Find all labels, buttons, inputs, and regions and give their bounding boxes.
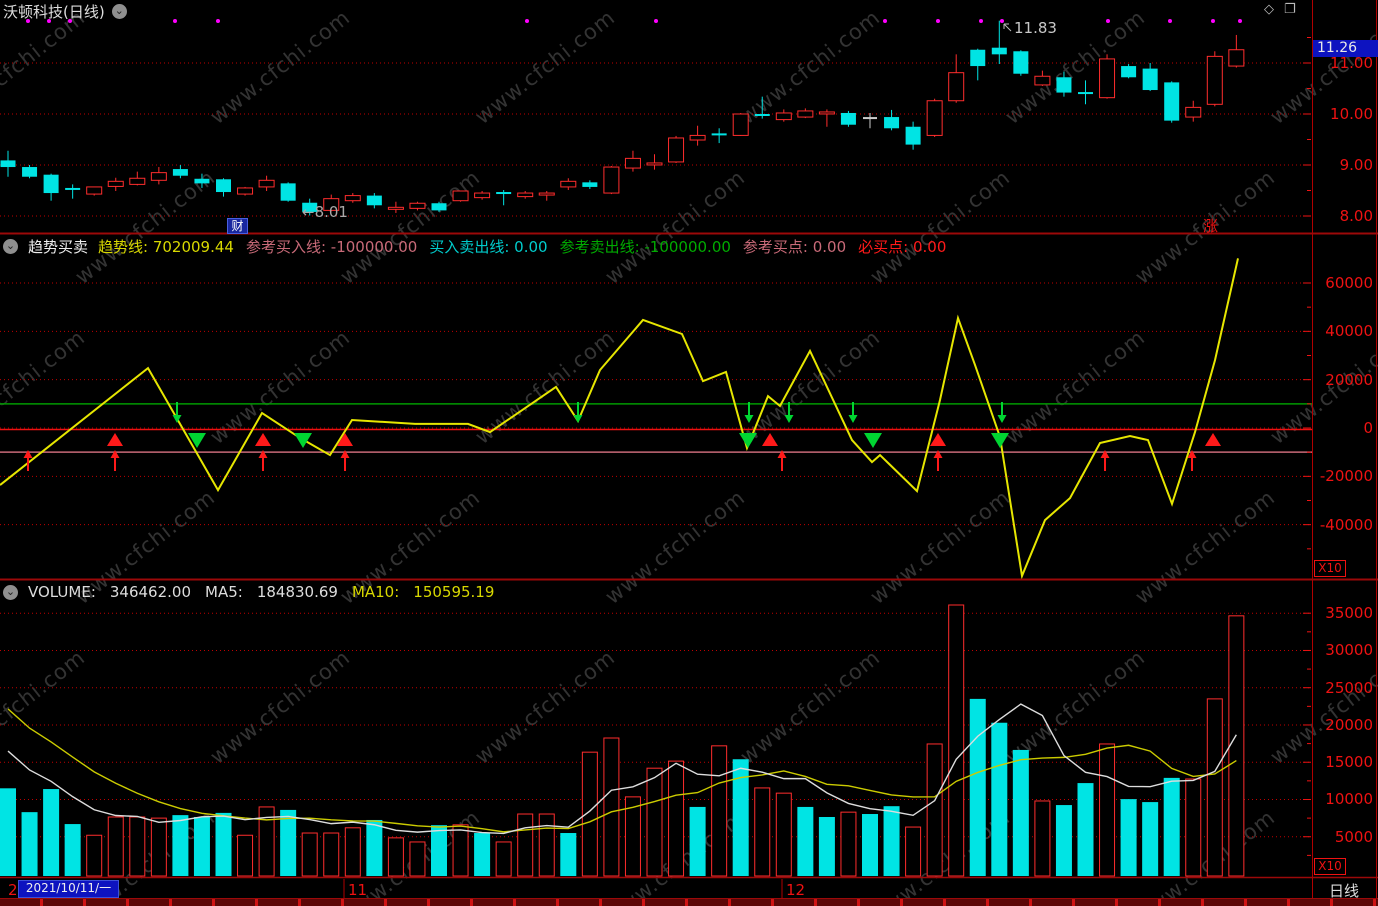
axis-tick-label: 5000	[1334, 827, 1373, 846]
axis-tick-label: 20000	[1325, 370, 1373, 389]
period-label[interactable]: 日线	[1329, 882, 1360, 900]
volume-header: ⌄ VOLUME: 346462.00 MA5: 184830.69 MA10:…	[3, 583, 498, 601]
axis-tick-label: 0	[1363, 419, 1373, 437]
indicator-field: 参考卖出线: -100000.00	[559, 238, 731, 256]
chevron-down-icon[interactable]: ⌄	[3, 239, 18, 254]
multiplier-badge: X10	[1314, 858, 1346, 875]
indicator-field: 必买点: 0.00	[858, 238, 947, 256]
ma5-value: 184830.69	[256, 583, 338, 601]
volume-label: VOLUME:	[28, 583, 96, 601]
corner-tools: ◇ ❐	[1264, 2, 1296, 17]
axis-tick-label: 25000	[1325, 678, 1373, 697]
chevron-down-icon[interactable]: ⌄	[111, 4, 127, 19]
low-price-annotation: ←8.01	[302, 203, 348, 221]
axis-tick-label: 40000	[1325, 322, 1373, 341]
indicator-field: 参考买入线: -100000.00	[245, 238, 418, 256]
axis-tick-label: 11.00	[1330, 54, 1373, 72]
timeline-partial-label: 2	[8, 881, 18, 899]
indicator-field: 趋势线: 702009.44	[98, 238, 234, 256]
indicator-field: 买入卖出线: 0.00	[429, 238, 548, 256]
ma10-value: 150595.19	[413, 583, 495, 601]
indicator-name[interactable]: 趋势买卖	[28, 238, 89, 256]
axis-tick-label: -20000	[1319, 467, 1373, 486]
high-price-annotation: 11.83	[1014, 19, 1057, 37]
indicator-header: ⌄ 趋势买卖 趋势线: 702009.44 参考买入线: -100000.00 买入…	[3, 236, 958, 257]
axis-tick-label: 30000	[1325, 641, 1373, 660]
chart-title-bar: 沃顿科技(日线) ⌄	[3, 1, 127, 22]
horizontal-scrollbar[interactable]	[0, 899, 1378, 906]
axis-tick-label: 8.00	[1339, 207, 1373, 225]
rise-label: 涨	[1203, 217, 1219, 235]
multiplier-badge: X10	[1314, 560, 1346, 577]
page-title: 沃顿科技(日线)	[3, 3, 105, 21]
last-price-tag: 11.26	[1313, 40, 1378, 57]
axis-tick-label: 60000	[1325, 274, 1373, 292]
diamond-icon[interactable]: ◇	[1264, 2, 1274, 17]
axis-tick-label: 20000	[1325, 715, 1373, 734]
axis-tick-label: 9.00	[1339, 156, 1373, 174]
volume-value: 346462.00	[109, 583, 191, 601]
indicator-values: 趋势线: 702009.44 参考买入线: -100000.00 买入卖出线: 0.…	[98, 236, 958, 257]
restore-window-icon[interactable]: ❐	[1284, 2, 1296, 17]
axis-tick-label: 10.00	[1330, 105, 1373, 123]
ma5-label: MA5:	[205, 583, 243, 601]
axis-tick-label: 10000	[1325, 790, 1373, 809]
chevron-down-icon[interactable]: ⌄	[3, 584, 18, 600]
date-cursor-box: 2021/10/11/一	[18, 880, 119, 898]
indicator-field: 参考买点: 0.00	[742, 238, 847, 256]
news-badge[interactable]: 财	[227, 218, 248, 234]
axis-tick-label: 15000	[1325, 753, 1373, 772]
timeline-month-label: 12	[786, 881, 806, 899]
axis-tick-label: 35000	[1325, 604, 1373, 623]
ma10-label: MA10:	[351, 583, 400, 601]
axis-tick-label: -40000	[1319, 515, 1373, 534]
timeline-month-label: 11	[348, 881, 368, 899]
